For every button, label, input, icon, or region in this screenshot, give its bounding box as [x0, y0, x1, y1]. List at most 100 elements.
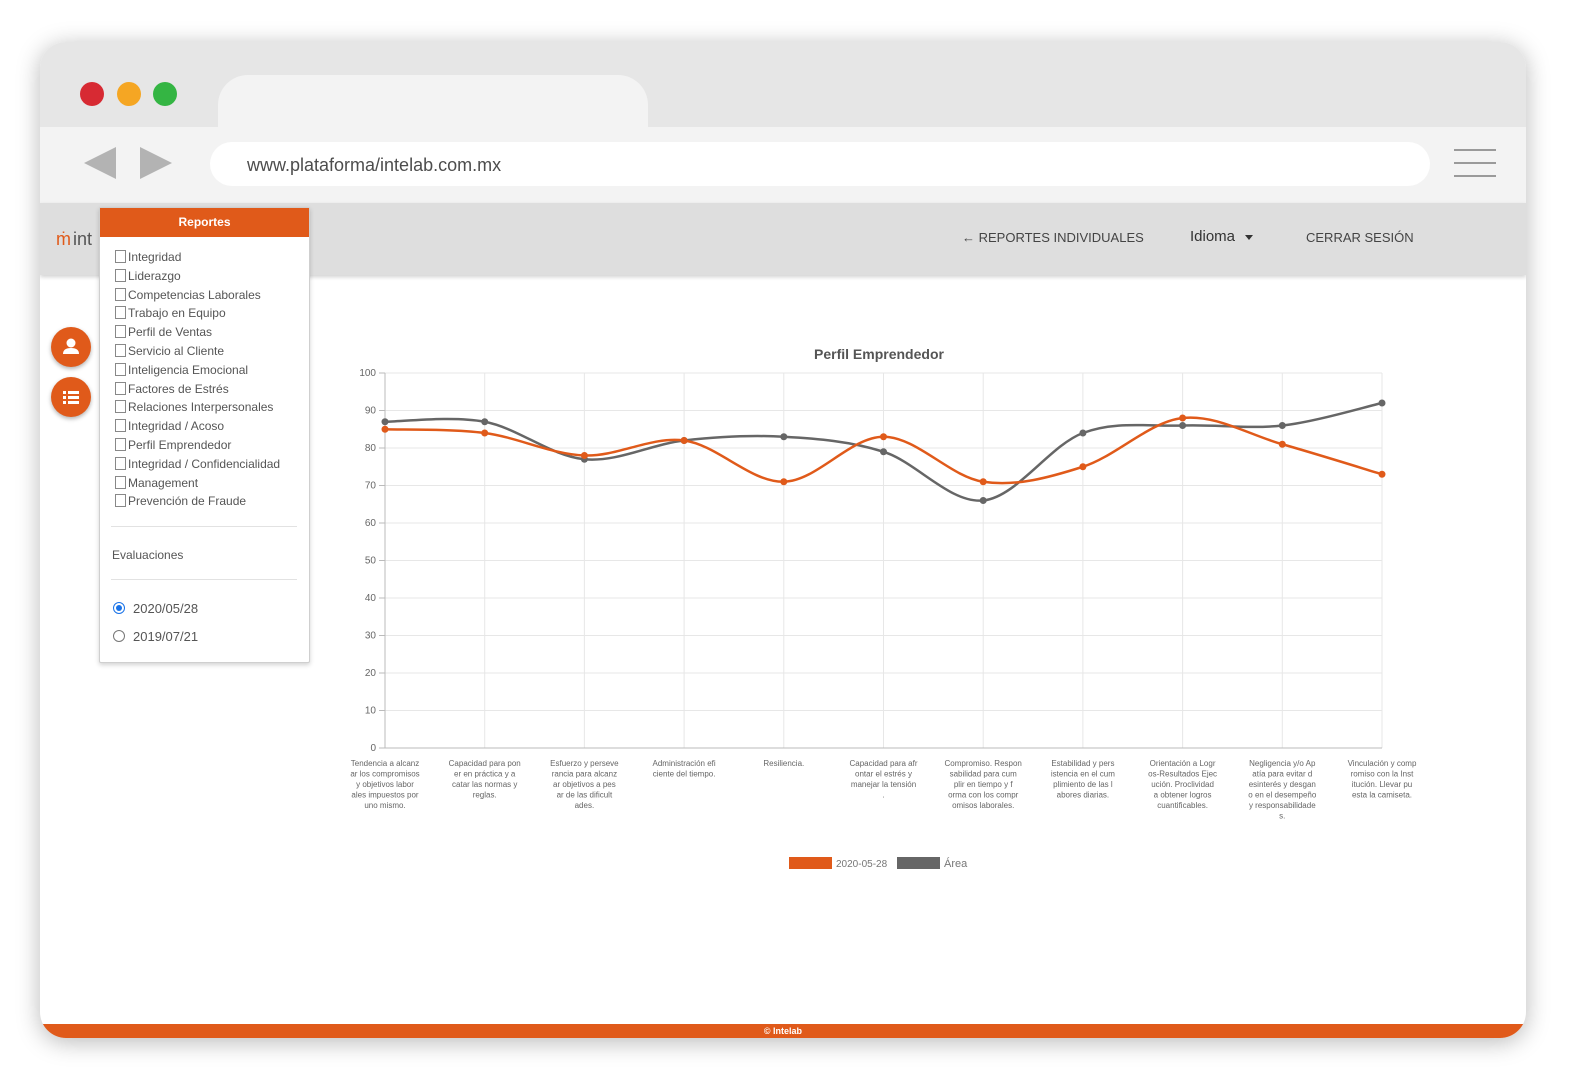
report-option[interactable]: Management [115, 475, 280, 495]
data-point[interactable] [481, 418, 489, 426]
x-tick-label-line: y responsabilidade [1249, 801, 1316, 810]
data-point[interactable] [780, 433, 788, 441]
report-option[interactable]: Perfil Emprendedor [115, 437, 280, 457]
legend-swatch [897, 857, 940, 869]
report-option[interactable]: Perfil de Ventas [115, 325, 280, 344]
browser-tab[interactable] [218, 75, 648, 129]
checkbox-icon[interactable] [115, 475, 126, 489]
x-tick-label: Estabilidad y pers istencia en el cumplim… [1051, 759, 1115, 800]
report-option[interactable]: Servicio al Cliente [115, 343, 280, 363]
maximize-window-button[interactable] [153, 82, 177, 106]
legend-item[interactable]: 2020-05-28 [789, 857, 888, 870]
report-option-label: Competencias Laborales [128, 287, 261, 302]
idioma-dropdown[interactable]: Idioma [1190, 228, 1254, 245]
user-profile-button[interactable] [51, 327, 91, 367]
address-url[interactable]: www.plataforma/intelab.com.mx [247, 155, 502, 175]
close-window-button[interactable] [80, 82, 104, 106]
minimize-window-button[interactable] [117, 82, 141, 106]
data-point[interactable] [880, 448, 887, 456]
data-point[interactable] [979, 497, 987, 504]
checkbox-icon[interactable] [115, 250, 126, 263]
checkbox-icon[interactable] [115, 381, 126, 395]
data-point[interactable] [580, 452, 588, 459]
data-point[interactable] [381, 418, 389, 426]
checkbox-icon[interactable] [115, 437, 126, 451]
report-option[interactable]: Inteligencia Emocional [115, 362, 280, 382]
evaluation-date: 2019/07/21 [133, 629, 199, 644]
data-point[interactable] [1278, 422, 1286, 429]
x-tick-label-line: ar de las dificult [557, 791, 613, 800]
report-option-label: Management [128, 475, 199, 490]
checkbox-icon[interactable] [115, 456, 126, 470]
data-point[interactable] [780, 478, 788, 486]
data-point[interactable] [481, 429, 489, 437]
report-option[interactable]: Relaciones Interpersonales [115, 400, 280, 419]
data-point[interactable] [1378, 470, 1386, 478]
data-point[interactable] [381, 425, 389, 433]
data-point[interactable] [1079, 429, 1087, 437]
x-tick-label-line: ar objetivos a pes [553, 780, 616, 789]
report-option-label: Perfil Emprendedor [128, 437, 232, 452]
cerrar-sesion-link[interactable]: CERRAR SESIÓN [1306, 230, 1414, 245]
evaluation-option[interactable]: 2020/05/28 [113, 601, 198, 616]
report-option[interactable]: Trabajo en Equipo [115, 306, 280, 325]
report-option[interactable]: Factores de Estrés [115, 381, 280, 401]
evaluation-option[interactable]: 2019/07/21 [113, 629, 198, 644]
data-point[interactable] [1079, 463, 1087, 471]
checkbox-icon[interactable] [115, 287, 126, 301]
report-option[interactable]: Integridad / Confidencialidad [115, 456, 280, 476]
checkbox-icon[interactable] [115, 362, 126, 376]
x-tick-label-line: er en práctica y a [454, 770, 516, 779]
report-option-label: Integridad [128, 250, 182, 264]
checkbox-icon[interactable] [115, 306, 126, 320]
data-point[interactable] [1179, 414, 1187, 422]
report-option-label: Relaciones Interpersonales [128, 400, 274, 415]
logo-text: int [73, 229, 93, 249]
data-point[interactable] [979, 478, 987, 486]
data-point[interactable] [1278, 440, 1286, 448]
x-tick-label-line: plir en tiempo y f [954, 780, 1013, 789]
intelab-logo[interactable]: ṁ int [56, 229, 92, 250]
report-option-label: Servicio al Cliente [128, 343, 225, 358]
reports-list-button[interactable] [51, 377, 91, 417]
report-option[interactable]: Competencias Laborales [115, 287, 280, 307]
checkbox-icon[interactable] [115, 494, 126, 508]
checkbox-icon[interactable] [115, 419, 126, 433]
radio-icon[interactable] [113, 630, 125, 642]
checkbox-icon[interactable] [115, 268, 126, 282]
legend-item[interactable]: Área [897, 857, 968, 870]
y-tick-label: 40 [365, 593, 377, 604]
hamburger-menu-icon[interactable] [1454, 149, 1496, 179]
checkbox-icon[interactable] [115, 400, 126, 414]
data-point[interactable] [680, 437, 688, 444]
chart-grid [384, 372, 1383, 749]
checkbox-icon[interactable] [115, 343, 126, 357]
report-option[interactable]: Integridad / Acoso [115, 419, 280, 438]
browser-toolbar: www.plataforma/intelab.com.mx [40, 127, 1526, 203]
data-point[interactable] [1378, 399, 1386, 407]
x-tick-label-line: ución. Proclividad [1151, 780, 1214, 789]
legend-label: Área [944, 857, 968, 870]
data-point[interactable] [880, 433, 887, 441]
y-tick-label: 10 [365, 706, 377, 717]
report-option[interactable]: Prevención de Fraude [115, 494, 280, 513]
data-point[interactable] [1179, 422, 1187, 429]
forward-arrow-icon[interactable] [140, 147, 172, 179]
radio-selected-icon[interactable] [113, 602, 125, 614]
x-tick-label-line: omisos laborales. [952, 801, 1014, 810]
reportes-individuales-link[interactable]: ← REPORTES INDIVIDUALES [962, 230, 1144, 245]
address-bar[interactable]: www.plataforma/intelab.com.mx [210, 142, 1430, 186]
line-chart: Perfil Emprendedor 0 10 20 30 40 50 60 70 80 90 10… [350, 346, 1417, 870]
y-tick-label: 30 [365, 631, 377, 642]
chart-legend[interactable]: 2020-05-28 Área [789, 857, 968, 870]
report-option[interactable]: Integridad [115, 250, 280, 269]
checkbox-icon[interactable] [115, 325, 126, 339]
back-arrow-icon[interactable] [84, 147, 116, 179]
y-tick-label: 0 [370, 743, 376, 754]
y-tick-label: 50 [365, 556, 377, 567]
x-tick-label-line: s. [1279, 812, 1285, 821]
report-option[interactable]: Liderazgo [115, 268, 280, 288]
x-tick-label-line: abores diarias. [1057, 791, 1109, 800]
